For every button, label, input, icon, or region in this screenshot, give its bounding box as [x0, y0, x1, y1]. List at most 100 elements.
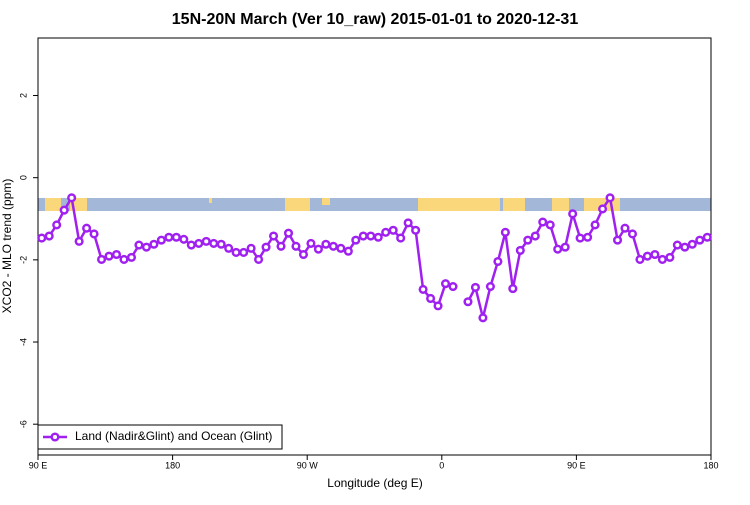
- point: [642, 251, 652, 261]
- point: [396, 233, 406, 243]
- x-tick-label: 90 E: [29, 460, 48, 470]
- point: [583, 232, 593, 242]
- point: [231, 247, 241, 258]
- point: [590, 220, 600, 230]
- point: [283, 228, 294, 238]
- point: [111, 249, 122, 260]
- chart-title: 15N-20N March (Ver 10_raw) 2015-01-01 to…: [172, 11, 579, 28]
- point: [97, 254, 107, 264]
- point: [291, 241, 301, 251]
- point: [328, 241, 338, 251]
- y-tick-label: -2: [18, 256, 28, 264]
- point: [224, 243, 234, 253]
- y-tick-label: 2: [18, 93, 28, 98]
- legend-marker: [50, 432, 60, 442]
- point: [298, 249, 309, 260]
- land-patch: [285, 198, 310, 211]
- point: [470, 282, 481, 292]
- point: [620, 223, 630, 233]
- point: [553, 244, 563, 254]
- point: [209, 238, 219, 248]
- point: [254, 254, 264, 264]
- point: [82, 223, 92, 233]
- point: [156, 235, 166, 245]
- point: [672, 240, 682, 250]
- x-tick-label: 180: [165, 460, 180, 470]
- point: [433, 301, 443, 311]
- point: [448, 282, 458, 292]
- plot-frame: [37, 37, 712, 456]
- y-tick-label: -6: [18, 420, 28, 428]
- point: [306, 238, 316, 248]
- point: [485, 282, 495, 292]
- point: [246, 243, 256, 253]
- legend: Land (Nadir&Glint) and Ocean (Glint): [37, 424, 283, 450]
- point: [276, 241, 286, 251]
- y-tick-label: -4: [18, 338, 28, 346]
- point: [171, 232, 181, 242]
- point: [336, 243, 346, 253]
- point: [239, 247, 249, 258]
- point: [418, 284, 428, 294]
- point: [560, 242, 570, 252]
- point: [403, 218, 413, 228]
- point: [216, 239, 226, 249]
- point: [500, 227, 510, 237]
- point: [321, 239, 331, 249]
- point: [538, 217, 548, 227]
- land-patch: [552, 198, 569, 211]
- land-patch: [209, 198, 212, 203]
- land-patch: [322, 198, 330, 205]
- point: [149, 239, 159, 249]
- land-patch: [45, 198, 61, 211]
- land-patch: [418, 198, 500, 211]
- point: [545, 220, 555, 230]
- point: [119, 254, 129, 264]
- point: [351, 235, 361, 245]
- point: [426, 293, 436, 304]
- point: [343, 246, 353, 256]
- legend-box: [37, 424, 283, 450]
- point: [358, 231, 368, 241]
- x-tick-label: 90 W: [297, 460, 319, 470]
- point: [627, 229, 638, 239]
- point: [59, 205, 69, 215]
- point: [141, 242, 151, 252]
- point: [104, 251, 114, 261]
- point: [261, 242, 271, 252]
- y-axis-title: XCO2 - MLO trend (ppm): [0, 179, 14, 314]
- point: [605, 193, 615, 203]
- point: [493, 256, 503, 267]
- point: [702, 232, 712, 242]
- point: [515, 245, 525, 255]
- point: [186, 240, 196, 250]
- point: [657, 254, 667, 264]
- point: [74, 236, 84, 246]
- point: [381, 227, 391, 237]
- point: [44, 231, 54, 241]
- ocean-band: [38, 198, 711, 211]
- point: [269, 231, 279, 241]
- point: [530, 231, 540, 241]
- point: [313, 244, 323, 254]
- land-patch: [503, 198, 525, 211]
- point: [366, 231, 376, 241]
- x-tick-label: 0: [439, 460, 444, 470]
- point: [598, 204, 608, 214]
- point: [411, 225, 421, 235]
- point: [52, 220, 62, 230]
- x-tick-label: 90 E: [567, 460, 586, 470]
- point: [67, 193, 77, 203]
- point: [650, 249, 660, 260]
- point: [680, 242, 690, 252]
- point: [575, 233, 585, 243]
- point: [373, 232, 383, 242]
- point: [37, 233, 47, 243]
- point: [687, 239, 697, 249]
- point: [89, 229, 99, 239]
- point: [695, 235, 705, 245]
- point: [463, 297, 473, 307]
- point: [665, 252, 675, 262]
